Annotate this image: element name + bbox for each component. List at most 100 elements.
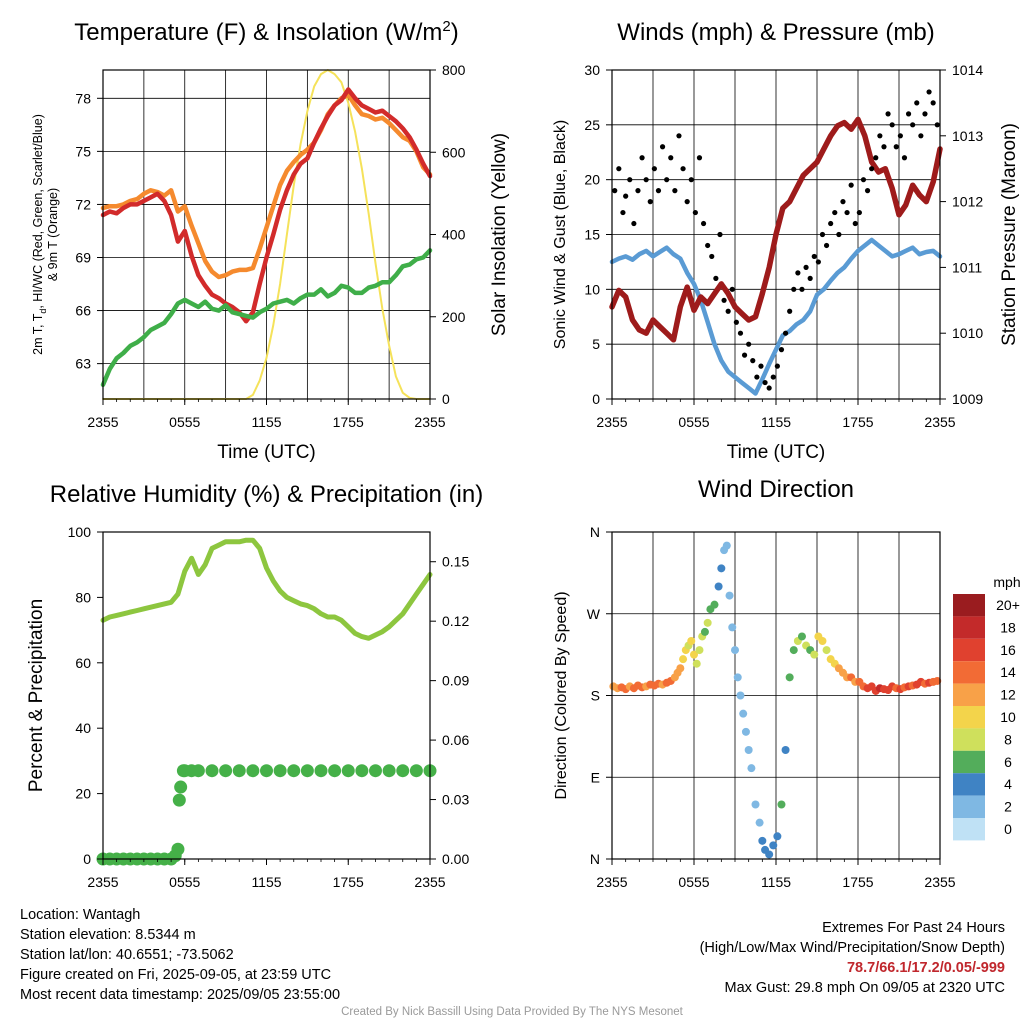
direction-point — [741, 727, 750, 736]
data-point — [733, 319, 739, 325]
data-point — [668, 155, 674, 161]
x-tick-label: 2355 — [414, 414, 445, 430]
extremes-values: 78.7/66.1/17.2/0.05/-999 — [846, 960, 1005, 976]
extremes-box: Extremes For Past 24 Hours (High/Low/Max… — [700, 918, 1005, 998]
legend-swatch — [953, 750, 985, 774]
direction-point — [710, 600, 719, 609]
y-tick-label: 15 — [584, 227, 600, 243]
y2-tick-label: 0.12 — [442, 613, 469, 629]
data-point — [409, 764, 423, 778]
y-tick-label: N — [590, 851, 600, 867]
data-point — [676, 133, 682, 139]
y2-axis-label: Solar Insolation (Yellow) — [489, 133, 510, 336]
y2-tick-label: 0.03 — [442, 792, 469, 808]
data-point — [905, 111, 912, 117]
chart-title: Wind Direction — [698, 476, 854, 503]
title-close: ) — [451, 19, 459, 46]
x-tick-label: 1155 — [251, 874, 281, 890]
data-point — [766, 385, 772, 391]
max-gust-text: Max Gust: 29.8 mph On 09/05 at 2320 UTC — [724, 980, 1005, 996]
y-tick-label: 100 — [68, 524, 92, 540]
data-point — [832, 209, 838, 216]
direction-point — [717, 564, 726, 573]
data-point — [914, 100, 920, 106]
data-point — [672, 188, 678, 194]
x-tick-label: 0555 — [678, 874, 709, 890]
direction-point — [736, 691, 745, 700]
data-point — [737, 330, 744, 336]
direction-point — [731, 646, 739, 655]
chart-title: Relative Humidity (%) & Precipitation (i… — [50, 481, 483, 508]
direction-point — [751, 800, 760, 809]
chart-title: Temperature (F) & Insolation (W/m2) — [74, 18, 458, 46]
y2-tick-label: 600 — [442, 144, 466, 160]
data-point — [369, 764, 382, 778]
y-axis-label-line2: & 9m T (Orange) — [46, 188, 60, 281]
data-point — [635, 188, 641, 194]
y-tick-label: 20 — [75, 786, 91, 802]
x-tick-label: 2355 — [924, 414, 955, 430]
data-point — [684, 199, 690, 205]
y-tick-label: 69 — [75, 249, 91, 265]
legend-label: 14 — [1000, 664, 1016, 680]
y-label-part: , HI/WC (Red, Green, Scarlet/Blue) — [31, 114, 45, 309]
data-point — [860, 177, 867, 183]
direction-point — [765, 850, 774, 859]
x-tick-label: 2355 — [596, 874, 627, 890]
data-point — [873, 155, 879, 161]
legend-swatch — [953, 594, 985, 617]
data-point — [729, 286, 735, 292]
data-point — [758, 363, 764, 369]
legend-label: 10 — [1000, 709, 1016, 725]
data-point — [219, 764, 233, 778]
created-text: Figure created on Fri, 2025-09-05, at 23… — [20, 967, 332, 983]
legend-label: 6 — [1004, 754, 1012, 770]
data-point — [803, 264, 809, 270]
y2-tick-label: 400 — [442, 227, 466, 243]
data-point — [171, 842, 185, 856]
y2-tick-label: 200 — [442, 309, 466, 325]
direction-point — [692, 659, 701, 668]
data-point — [893, 144, 899, 150]
data-point — [754, 374, 760, 380]
direction-point — [769, 841, 778, 850]
y2-tick-label: 1012 — [952, 194, 983, 210]
data-point — [341, 764, 355, 778]
data-point — [717, 231, 723, 238]
data-point — [688, 177, 694, 183]
data-point — [836, 231, 842, 238]
direction-point — [679, 655, 688, 664]
y-axis-label: Direction (Colored By Speed) — [553, 591, 570, 799]
data-point — [709, 253, 715, 260]
data-point — [651, 166, 657, 172]
y-tick-label: S — [591, 688, 600, 704]
legend-swatch — [953, 773, 985, 796]
y-tick-label: 60 — [75, 655, 91, 671]
data-point — [782, 330, 789, 336]
legend-swatch — [953, 683, 985, 706]
y2-tick-label: 1011 — [952, 259, 982, 275]
data-point — [191, 764, 205, 778]
direction-point — [695, 646, 704, 655]
legend-label: 12 — [1000, 687, 1016, 703]
y-tick-label: 0 — [83, 851, 91, 867]
data-point — [864, 188, 871, 194]
series-line — [609, 237, 943, 396]
data-point — [934, 122, 940, 128]
data-point — [355, 764, 369, 778]
location-text: Location: Wantagh — [20, 907, 141, 923]
data-point — [314, 764, 328, 778]
legend-swatch — [953, 818, 985, 841]
extremes-heading: Extremes For Past 24 Hours — [822, 920, 1005, 936]
direction-point — [739, 709, 748, 718]
data-point — [273, 764, 287, 778]
elevation-text: Station elevation: 8.5344 m — [20, 927, 196, 943]
legend-swatch — [953, 795, 985, 818]
y-label-subscript: d — [38, 309, 48, 314]
y2-tick-label: 1013 — [952, 128, 983, 144]
direction-point — [785, 673, 794, 682]
y-tick-label: 10 — [584, 281, 600, 297]
legend-swatch — [953, 616, 985, 639]
x-tick-label: 1155 — [761, 874, 791, 890]
legend-label: 8 — [1004, 731, 1012, 747]
